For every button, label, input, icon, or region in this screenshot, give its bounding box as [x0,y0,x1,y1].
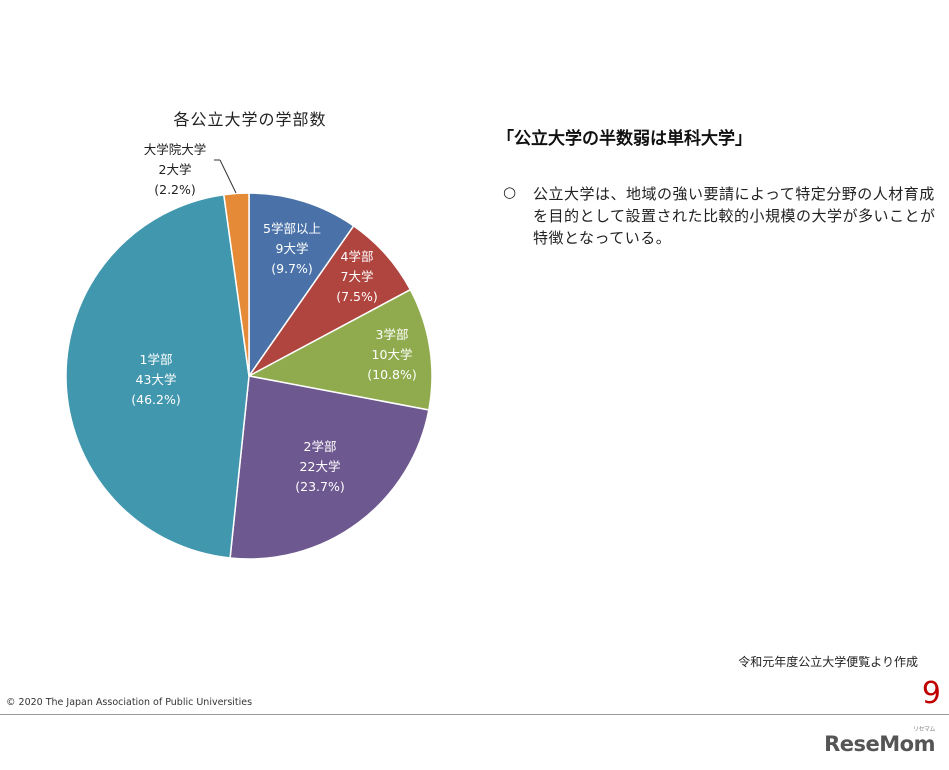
pie-slice-5 [222,192,250,377]
slice-name: 5学部以上 [263,221,321,236]
slice-percent: (9.7%) [271,261,313,276]
slice-name: 大学院大学 [143,142,207,157]
slice-label-2: 2学部 22大学 (23.7%) [282,437,358,497]
slice-label-3: 3学部 10大学 (10.8%) [354,325,430,385]
watermark-ruby: リセマム [912,726,936,733]
copyright-notice: © 2020 The Japan Association of Public U… [6,697,253,708]
slice-name: 2学部 [303,439,337,454]
slice-count: 7大学 [340,269,374,284]
chart-title: 各公立大学の学部数 [173,110,327,129]
slice-label-5-plus: 5学部以上 9大学 (9.7%) [248,219,336,279]
footer-divider [0,714,949,715]
slice-percent: (10.8%) [367,367,417,382]
slice-count: 9大学 [275,241,309,256]
pie-slice-0 [248,192,355,379]
pie-slice-3 [229,375,430,560]
slice-label-graduate: 大学院大学 2大学 (2.2%) [130,140,220,200]
slice-count: 2大学 [158,162,192,177]
slice-name: 4学部 [340,249,374,264]
circle-bullet-icon: ○ [503,183,517,201]
section-heading: 「公立大学の半数弱は単科大学」 [497,129,752,149]
slice-count: 43大学 [135,372,177,387]
slice-label-1: 1学部 43大学 (46.2%) [118,350,194,410]
slice-count: 10大学 [371,347,413,362]
slice-name: 1学部 [139,352,173,367]
slice-percent: (23.7%) [295,479,345,494]
pie-slices [65,192,433,560]
page-number: 9 [921,676,941,711]
slice-count: 22大学 [299,459,341,474]
watermark-logo: リセマム ReseMom [824,726,935,756]
slice-percent: (2.2%) [154,182,196,197]
slice-name: 3学部 [375,327,409,342]
slice-label-4: 4学部 7大学 (7.5%) [322,247,392,307]
leader-line [219,159,237,194]
pie-slice-4 [65,193,250,559]
watermark-text: ReseMom [824,732,935,756]
slice-percent: (46.2%) [131,392,181,407]
source-note: 令和元年度公立大学便覧より作成 [738,655,918,669]
slice-percent: (7.5%) [336,289,378,304]
pie-slice-2 [246,288,433,411]
bullet-text: 公立大学は、地域の強い要請によって特定分野の人材育成を目的として設置された比較的… [533,185,936,247]
